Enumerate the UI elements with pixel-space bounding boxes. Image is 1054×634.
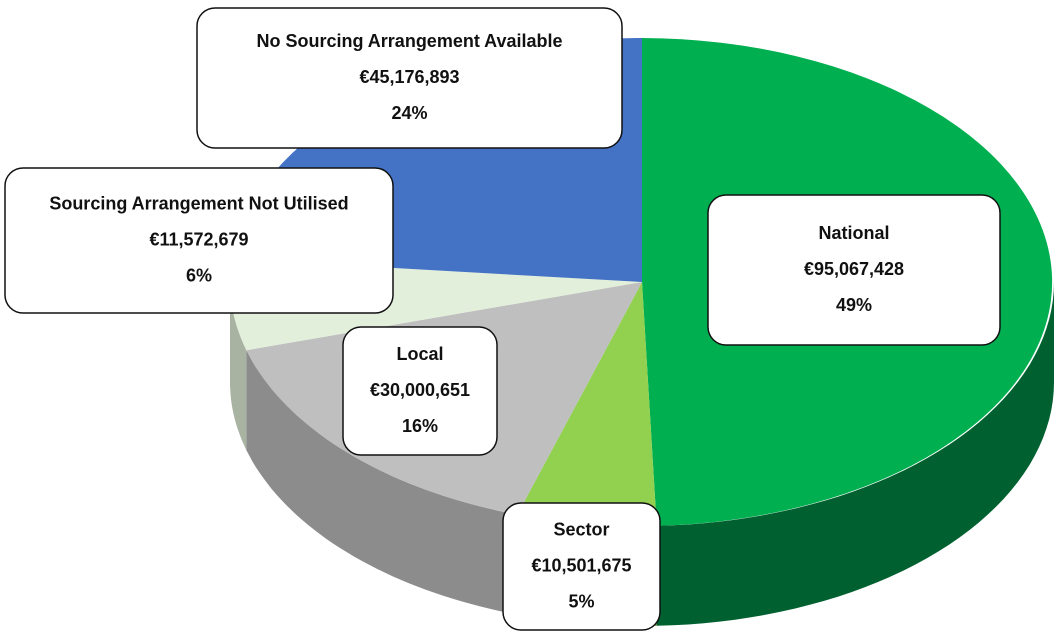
- label-percent: 6%: [186, 265, 212, 285]
- label-value: €95,067,428: [804, 259, 904, 279]
- label-box: [4, 167, 394, 314]
- label-value: €11,572,679: [149, 229, 248, 249]
- pie-side: [246, 350, 518, 615]
- label-percent: 5%: [568, 591, 594, 611]
- label-value: €30,000,651: [370, 380, 470, 400]
- label-box: [196, 7, 623, 149]
- label-percent: 49%: [836, 295, 872, 315]
- data-label: Sector €10,501,675 5%: [502, 502, 661, 631]
- label-category: Sourcing Arrangement Not Utilised: [49, 193, 348, 213]
- label-category: Local: [396, 344, 443, 364]
- label-box: [502, 502, 661, 631]
- pie-side: [230, 282, 247, 451]
- label-percent: 16%: [402, 416, 438, 436]
- label-category: Sector: [553, 519, 609, 539]
- label-percent: 24%: [391, 103, 427, 123]
- data-label: Local €30,000,651 16%: [342, 326, 498, 456]
- label-box: [342, 326, 498, 456]
- label-value: €45,176,893: [359, 67, 459, 87]
- data-label: National €95,067,428 49%: [707, 194, 1001, 346]
- pie-slice: [517, 282, 657, 526]
- label-box: [707, 194, 1001, 346]
- label-category: No Sourcing Arrangement Available: [256, 31, 562, 51]
- data-label: No Sourcing Arrangement Available €45,176…: [196, 7, 623, 149]
- data-label: Sourcing Arrangement Not Utilised €11,572…: [4, 167, 394, 314]
- label-value: €10,501,675: [531, 555, 631, 575]
- label-category: National: [818, 223, 889, 243]
- pie-side: [656, 282, 1054, 626]
